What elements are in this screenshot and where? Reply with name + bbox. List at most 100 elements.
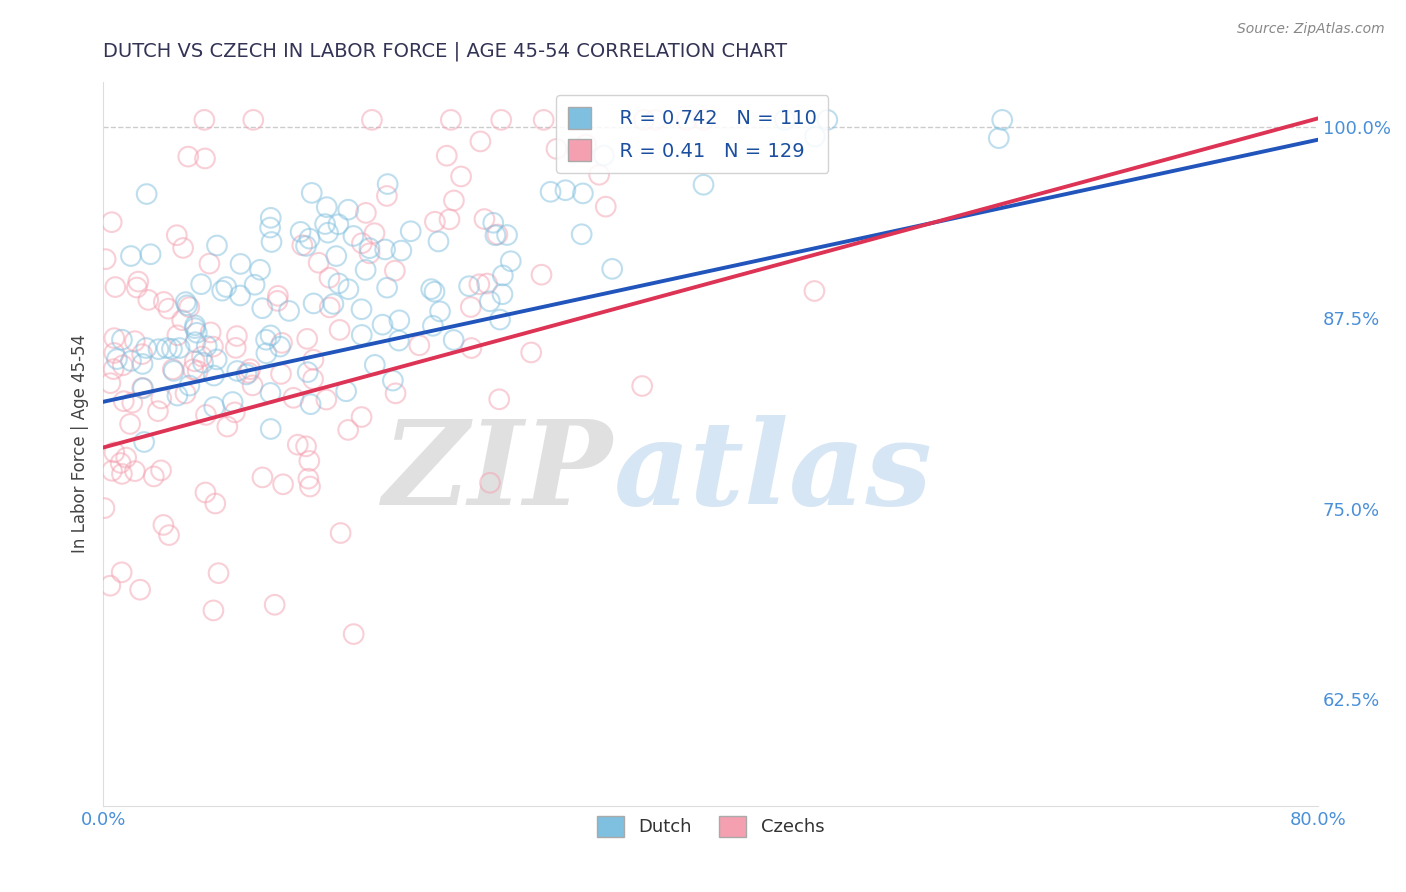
Point bbox=[142, 469, 165, 483]
Point bbox=[350, 328, 373, 343]
Point bbox=[384, 386, 406, 401]
Point bbox=[127, 275, 149, 289]
Point bbox=[111, 333, 134, 347]
Point bbox=[633, 112, 655, 127]
Point bbox=[132, 435, 155, 450]
Point bbox=[93, 501, 115, 516]
Point bbox=[169, 341, 191, 355]
Point bbox=[191, 350, 214, 364]
Point bbox=[381, 374, 404, 388]
Point bbox=[101, 464, 124, 478]
Point bbox=[157, 301, 180, 316]
Point bbox=[103, 331, 125, 345]
Point bbox=[204, 496, 226, 510]
Point bbox=[207, 566, 229, 581]
Point bbox=[166, 228, 188, 243]
Point bbox=[194, 408, 217, 422]
Point bbox=[132, 381, 155, 395]
Point bbox=[176, 298, 198, 312]
Point bbox=[298, 232, 321, 246]
Point bbox=[460, 341, 482, 355]
Point bbox=[314, 217, 336, 231]
Point bbox=[287, 438, 309, 452]
Point bbox=[259, 220, 281, 235]
Point bbox=[488, 392, 510, 407]
Point bbox=[238, 366, 260, 380]
Point bbox=[815, 112, 838, 127]
Point bbox=[420, 282, 443, 296]
Point bbox=[103, 346, 125, 360]
Point bbox=[460, 300, 482, 314]
Point bbox=[299, 397, 322, 411]
Point bbox=[337, 202, 360, 217]
Point bbox=[243, 277, 266, 292]
Point bbox=[235, 368, 257, 382]
Point bbox=[221, 395, 243, 409]
Point bbox=[343, 627, 366, 641]
Point bbox=[104, 280, 127, 294]
Point bbox=[588, 168, 610, 182]
Point bbox=[554, 183, 576, 197]
Point bbox=[803, 284, 825, 298]
Point bbox=[278, 304, 301, 318]
Point bbox=[329, 526, 352, 541]
Point bbox=[174, 295, 197, 310]
Point bbox=[190, 277, 212, 292]
Point bbox=[131, 347, 153, 361]
Point bbox=[211, 284, 233, 298]
Point bbox=[302, 372, 325, 386]
Point bbox=[350, 236, 373, 251]
Y-axis label: In Labor Force | Age 45-54: In Labor Force | Age 45-54 bbox=[72, 334, 89, 553]
Point bbox=[572, 186, 595, 201]
Point bbox=[225, 329, 247, 343]
Point bbox=[270, 367, 292, 381]
Point bbox=[354, 263, 377, 277]
Point bbox=[316, 226, 339, 240]
Point bbox=[484, 228, 506, 243]
Point bbox=[225, 341, 247, 355]
Point bbox=[166, 328, 188, 343]
Point bbox=[489, 112, 512, 127]
Point bbox=[329, 323, 352, 337]
Point bbox=[486, 227, 509, 242]
Point bbox=[139, 247, 162, 261]
Point bbox=[205, 238, 228, 252]
Point bbox=[350, 302, 373, 317]
Point bbox=[692, 178, 714, 192]
Point bbox=[458, 279, 481, 293]
Point bbox=[146, 404, 169, 418]
Point bbox=[136, 293, 159, 307]
Point bbox=[693, 112, 716, 127]
Point bbox=[120, 249, 142, 263]
Point bbox=[260, 235, 283, 249]
Point bbox=[120, 354, 142, 368]
Point bbox=[295, 439, 318, 453]
Point bbox=[229, 288, 252, 302]
Point bbox=[450, 169, 472, 184]
Point bbox=[259, 386, 281, 401]
Point bbox=[328, 277, 350, 291]
Point bbox=[361, 112, 384, 127]
Point bbox=[153, 295, 176, 310]
Point bbox=[124, 464, 146, 478]
Point bbox=[263, 598, 285, 612]
Point bbox=[254, 346, 277, 360]
Point bbox=[186, 326, 208, 340]
Point bbox=[474, 212, 496, 227]
Point bbox=[302, 296, 325, 310]
Point bbox=[384, 263, 406, 277]
Point bbox=[359, 241, 381, 255]
Point bbox=[252, 470, 274, 484]
Point bbox=[162, 362, 184, 376]
Point bbox=[593, 148, 616, 162]
Point bbox=[298, 479, 321, 493]
Point bbox=[335, 384, 357, 399]
Point bbox=[131, 357, 153, 371]
Point bbox=[242, 378, 264, 392]
Point bbox=[290, 225, 312, 239]
Point bbox=[198, 257, 221, 271]
Point bbox=[252, 301, 274, 316]
Point bbox=[388, 313, 411, 327]
Point bbox=[157, 528, 180, 542]
Point bbox=[987, 131, 1010, 145]
